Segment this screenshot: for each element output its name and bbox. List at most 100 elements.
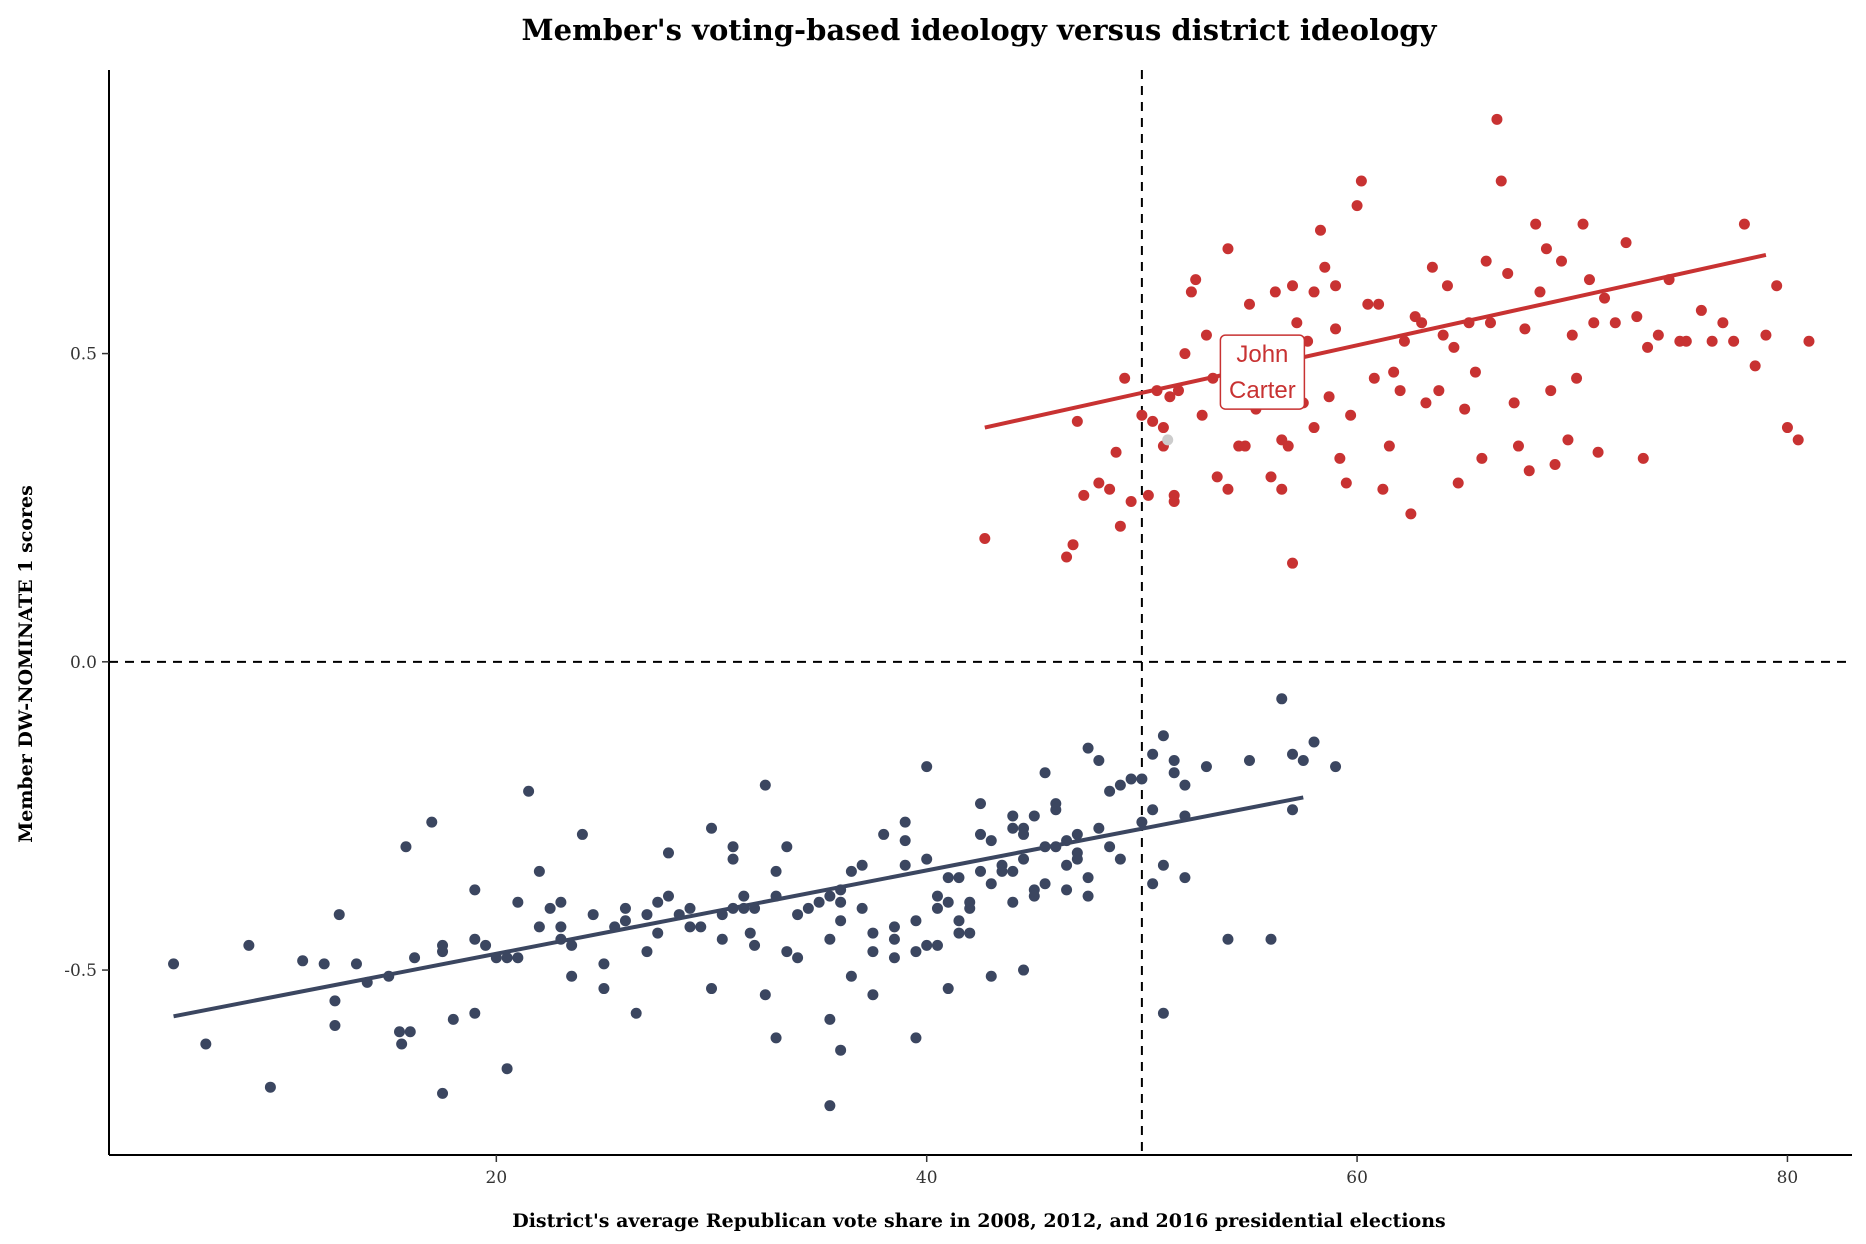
republican-point [1523, 465, 1535, 477]
republican-point [1420, 397, 1432, 409]
democrat-point [662, 890, 674, 902]
democrat-point [888, 933, 900, 945]
republican-point [1373, 298, 1385, 310]
republican-point [1717, 317, 1729, 329]
republican-point [1803, 335, 1815, 347]
democrat-point [878, 828, 890, 840]
democrat-point [318, 958, 330, 970]
republican-point [1287, 557, 1299, 569]
republican-point [1078, 489, 1090, 501]
republican-point [1706, 335, 1718, 347]
democrat-point [523, 785, 535, 797]
x-tick-label: 60 [1346, 1168, 1368, 1188]
democrat-point [480, 939, 492, 951]
republican-point [1502, 267, 1514, 279]
republican-point [1287, 280, 1299, 292]
democrat-point [1222, 933, 1234, 945]
republican-point [1071, 415, 1083, 427]
republican-point [1114, 520, 1126, 532]
democrat-point [609, 921, 621, 933]
democrat-point [792, 909, 804, 921]
democrat-point [598, 958, 610, 970]
republican-point [1345, 409, 1357, 421]
democrat-point [975, 798, 986, 810]
republican-point [1314, 224, 1326, 236]
democrat-point [555, 896, 567, 908]
republican-point [1398, 335, 1410, 347]
democrat-point [835, 1044, 847, 1056]
democrat-point [1114, 779, 1126, 791]
republican-point [1330, 280, 1342, 292]
democrat-point [409, 952, 421, 964]
republican-point [1222, 243, 1234, 255]
republican-point [1530, 218, 1542, 230]
democrat-point [770, 1032, 782, 1044]
democrat-point [168, 958, 180, 970]
x-tick-label: 80 [1777, 1168, 1799, 1188]
democrat-point [1168, 767, 1180, 779]
democrat-point [910, 915, 922, 927]
chart-title: Member's voting-based ideology versus di… [522, 13, 1438, 47]
republican-point [1549, 459, 1561, 471]
democrat-point [792, 952, 804, 964]
republican-point [1104, 483, 1116, 495]
democrat-point [394, 1026, 405, 1038]
data-points [168, 113, 1815, 1112]
democrat-point [619, 915, 631, 927]
democrat-point [910, 1032, 922, 1044]
democrat-point [824, 1100, 836, 1112]
democrat-point [1243, 754, 1255, 766]
democrat-point [824, 890, 836, 902]
democrat-point [899, 835, 911, 847]
democrat-point [1093, 754, 1105, 766]
annotation-box [1219, 334, 1306, 410]
democrat-point [1028, 810, 1040, 822]
republican-point [1351, 200, 1363, 212]
democrat-point [845, 970, 857, 982]
republican-point [1469, 366, 1481, 378]
trend-lines [173, 252, 1767, 1019]
democrat-point [469, 933, 481, 945]
democrat-point [533, 865, 545, 877]
republican-point [1484, 317, 1496, 329]
democrat-point [512, 952, 524, 964]
republican-point [1792, 434, 1804, 446]
republican-point [1652, 329, 1664, 341]
democrat-point [953, 915, 965, 927]
republican-point [1519, 323, 1531, 335]
democrat-point [437, 946, 449, 958]
democrat-point [641, 909, 653, 921]
republican-point [1157, 422, 1169, 434]
democrat-point [910, 946, 922, 958]
democrat-point [888, 952, 900, 964]
republican-point [1330, 323, 1342, 335]
republican-point [1508, 397, 1520, 409]
democrat-point [931, 902, 943, 914]
democrat-point [985, 970, 997, 982]
republican-point [1172, 385, 1184, 397]
democrat-point [744, 927, 756, 939]
republican-point [1592, 446, 1604, 458]
democrat-point [630, 1007, 642, 1019]
democrat-point [1308, 736, 1320, 748]
democrat-point [1136, 816, 1148, 828]
democrat-point [921, 939, 933, 951]
democrat-point [1007, 810, 1019, 822]
republican-point [1319, 261, 1331, 273]
republican-point [1377, 483, 1389, 495]
republican-point [1185, 286, 1197, 298]
republican-point [1323, 391, 1335, 403]
democrat-point [953, 927, 965, 939]
democrat-point [383, 970, 395, 982]
democrat-point [1061, 884, 1073, 896]
democrat-point [1179, 872, 1191, 884]
democrat-point [770, 865, 782, 877]
democrat-point [942, 983, 954, 995]
republican-point [1179, 348, 1191, 360]
democrat-point [243, 939, 255, 951]
republican-point [1151, 385, 1163, 397]
republican-point [1459, 403, 1471, 415]
republican-point [1642, 341, 1654, 353]
democrat-point [738, 902, 750, 914]
democrat-point [1104, 841, 1116, 853]
